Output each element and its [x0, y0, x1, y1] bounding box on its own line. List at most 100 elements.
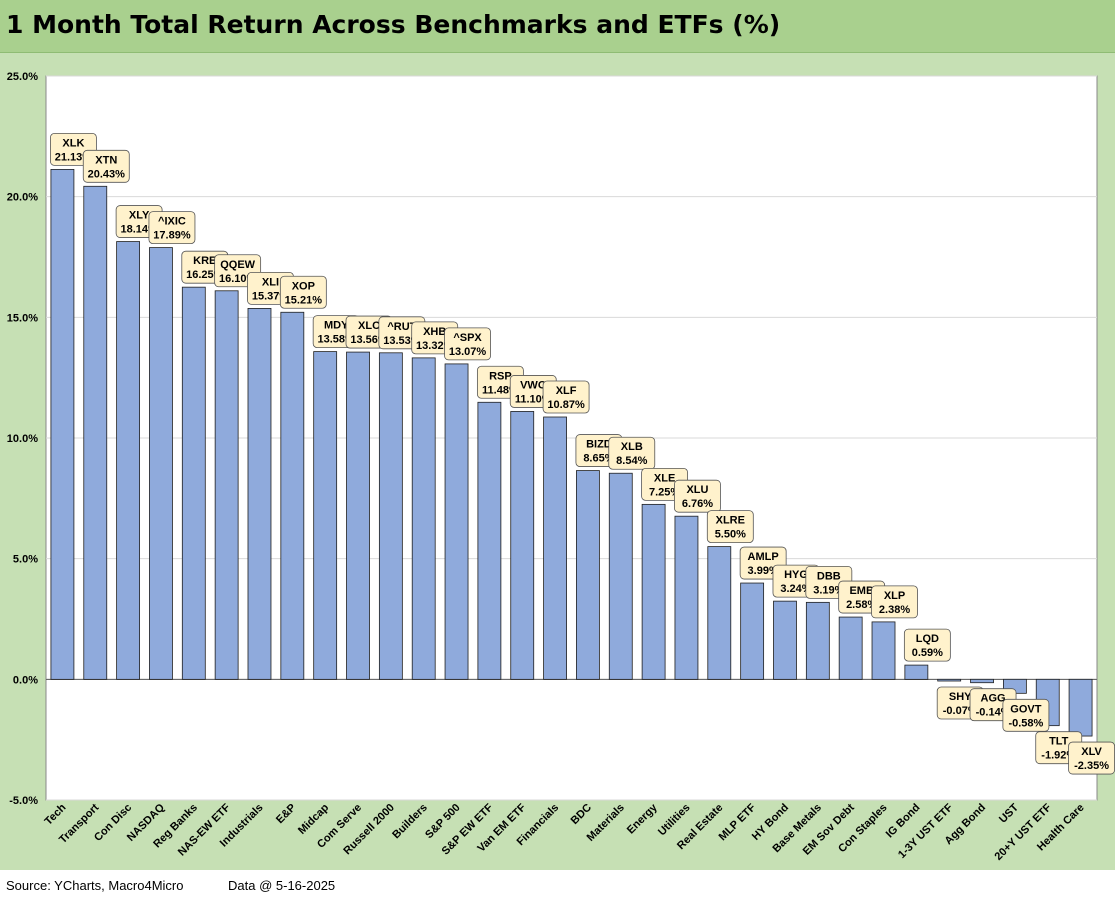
data-label-box	[1002, 698, 1050, 732]
bar-rut	[378, 352, 403, 680]
data-label-ticker: AGG	[981, 693, 1006, 705]
data-label-ticker: XLV	[1081, 746, 1102, 758]
bar-chart: 25.0%20.0%15.0%10.0%5.0%0.0%-5.0%TechTra…	[7, 71, 1115, 863]
data-label-ticker: XOP	[292, 280, 315, 292]
data-label-ticker: ^IXIC	[158, 216, 186, 228]
bar-xlf	[543, 416, 567, 680]
bar-xlc	[346, 351, 370, 680]
data-label-box	[279, 275, 327, 309]
bar-xop	[280, 311, 305, 680]
bar-xlv	[1068, 678, 1093, 737]
data-label-value: 0.59%	[912, 647, 943, 659]
data-label-value: -2.35%	[1074, 760, 1109, 772]
data-label-value: 3.99%	[748, 565, 779, 577]
data-label-ticker: KRE	[193, 255, 216, 267]
bar-xlu	[674, 515, 699, 680]
data-label-value: 7.25%	[649, 486, 680, 498]
bar-xtn	[83, 185, 108, 680]
bar-xlre	[707, 546, 732, 680]
data-label-value: -0.07%	[943, 705, 978, 717]
data-label-box	[871, 585, 918, 619]
data-label-ticker: EMB	[849, 585, 874, 597]
data-label-ticker: HYG	[784, 569, 808, 581]
data-label-ticker: XLI	[262, 276, 279, 288]
bar-vwo	[510, 411, 535, 680]
data-label-value: -0.58%	[1008, 717, 1043, 729]
data-date-note: Data @ 5-16-2025	[228, 878, 336, 893]
data-label-ticker: AMLP	[748, 551, 779, 563]
data-label-box	[706, 510, 754, 544]
data-label-ticker: XLE	[654, 472, 675, 484]
bar-agg	[970, 678, 994, 684]
bar-xlb	[608, 472, 633, 680]
data-label-box	[608, 436, 656, 470]
bar-dbb	[805, 601, 830, 680]
data-label-value: -1.92%	[1041, 750, 1076, 762]
data-label-ticker: RSP	[489, 370, 512, 382]
data-label-ticker: DBB	[817, 570, 841, 582]
y-tick-label: 15.0%	[7, 312, 38, 324]
x-tick-label: Energy	[625, 801, 660, 836]
data-label-box	[542, 380, 590, 414]
data-label-ticker: XLP	[884, 590, 905, 602]
data-label-value: 17.89%	[153, 230, 191, 242]
x-tick-label: Tech	[42, 801, 68, 827]
y-tick-label: -5.0%	[9, 795, 38, 807]
chart-frame: 25.0% 20.0% 15.0% 10.0% 5.0% 0.0% -5.0% Tech Tra…	[0, 53, 1115, 870]
data-label-value: 11.48%	[482, 384, 519, 396]
y-tick-label: 20.0%	[7, 192, 38, 204]
data-label-box	[444, 327, 491, 361]
y-tick-label: 10.0%	[7, 433, 38, 445]
bar-emb	[838, 616, 863, 680]
bar-xhb	[411, 357, 436, 680]
data-label-value: -0.14%	[976, 707, 1011, 719]
bar-xlp	[871, 621, 896, 680]
bar-qqew	[214, 290, 239, 680]
data-label-ticker: XLY	[129, 210, 150, 222]
data-label-value: 5.50%	[715, 529, 746, 541]
title-bar: 1 Month Total Return Across Benchmarks a…	[0, 0, 1115, 53]
x-tick-label: UST	[997, 801, 1021, 825]
data-label-ticker: TLT	[1049, 736, 1069, 748]
data-label-value: 6.76%	[682, 498, 713, 510]
x-tick-label: BDC	[569, 802, 594, 827]
bar-xle	[641, 503, 666, 680]
bar-bizd	[576, 470, 600, 680]
data-label-value: 3.19%	[813, 584, 844, 596]
bar-rsp	[477, 401, 502, 680]
data-label-ticker: XLC	[358, 320, 380, 332]
data-label-box	[903, 628, 951, 662]
data-label-value: 3.24%	[780, 583, 811, 595]
data-label-value: 20.43%	[88, 168, 126, 180]
data-label-ticker: XTN	[95, 154, 117, 166]
data-label-ticker: XLK	[62, 137, 84, 149]
y-tick-label: 25.0%	[7, 71, 38, 83]
data-label-ticker: SHY	[949, 691, 972, 703]
data-label-ticker: XLB	[621, 441, 643, 453]
source-note: Source: YCharts, Macro4Micro	[6, 878, 184, 893]
data-label-value: 11.10%	[515, 393, 552, 405]
bar-lqd	[904, 664, 929, 680]
data-label-ticker: XLRE	[716, 515, 745, 527]
data-label-value: 10.87%	[547, 399, 585, 411]
data-label-value: 8.54%	[616, 455, 647, 467]
bar-xli	[247, 308, 272, 680]
footer: Source: YCharts, Macro4Micro Data @ 5-16…	[0, 871, 1115, 900]
data-label-box	[674, 479, 721, 513]
data-label-value: 8.65%	[583, 453, 614, 465]
data-label-ticker: GOVT	[1010, 703, 1041, 715]
data-label-value: 13.07%	[449, 346, 487, 358]
data-label-value: 2.58%	[846, 599, 877, 611]
data-label-ticker: XLU	[686, 484, 708, 496]
data-label-ticker: LQD	[916, 633, 939, 645]
chart-title: 1 Month Total Return Across Benchmarks a…	[6, 10, 781, 39]
bar-mdy	[313, 351, 338, 680]
y-tick-label: 5.0%	[13, 554, 38, 566]
data-label-ticker: MDY	[324, 320, 349, 332]
data-label-ticker: QQEW	[220, 259, 255, 271]
data-label-value: 2.38%	[879, 604, 910, 616]
bar-spx	[444, 363, 469, 680]
data-label-value: 15.21%	[285, 294, 323, 306]
data-label-box	[82, 149, 130, 183]
bar-shy	[937, 678, 962, 682]
